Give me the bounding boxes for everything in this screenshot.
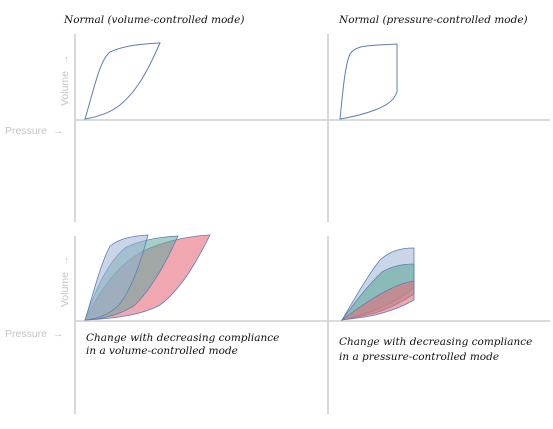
loop-blue-normal-compliance <box>84 234 149 321</box>
pressure-axis-label-bottom: Pressure → <box>5 328 63 340</box>
compliance-loops-pressure-controlled <box>340 247 415 321</box>
title-normal-volume-controlled: Normal (volume-controlled mode) <box>63 14 244 26</box>
caption-pressure-controlled-line2: in a pressure-controlled mode <box>339 351 499 363</box>
caption-volume-controlled-line2: in a volume-controlled mode <box>86 345 238 357</box>
svg-text:Volume →: Volume → <box>59 55 71 106</box>
volume-axis-label-top: Volume → <box>59 55 71 106</box>
svg-text:Volume →: Volume → <box>59 256 71 307</box>
normal-pressure-controlled-loop <box>339 43 398 120</box>
title-normal-pressure-controlled: Normal (pressure-controlled mode) <box>338 14 528 26</box>
normal-volume-controlled-loop <box>84 42 161 120</box>
pressure-axis-label-top: Pressure → <box>5 125 63 137</box>
loop-red-lowest-compliance-pc <box>340 280 415 321</box>
compliance-loops-volume-controlled <box>84 234 211 321</box>
caption-volume-controlled-line1: Change with decreasing compliance <box>86 332 279 344</box>
caption-pressure-controlled-line1: Change with decreasing compliance <box>339 336 532 348</box>
volume-axis-label-bottom: Volume → <box>59 256 71 307</box>
